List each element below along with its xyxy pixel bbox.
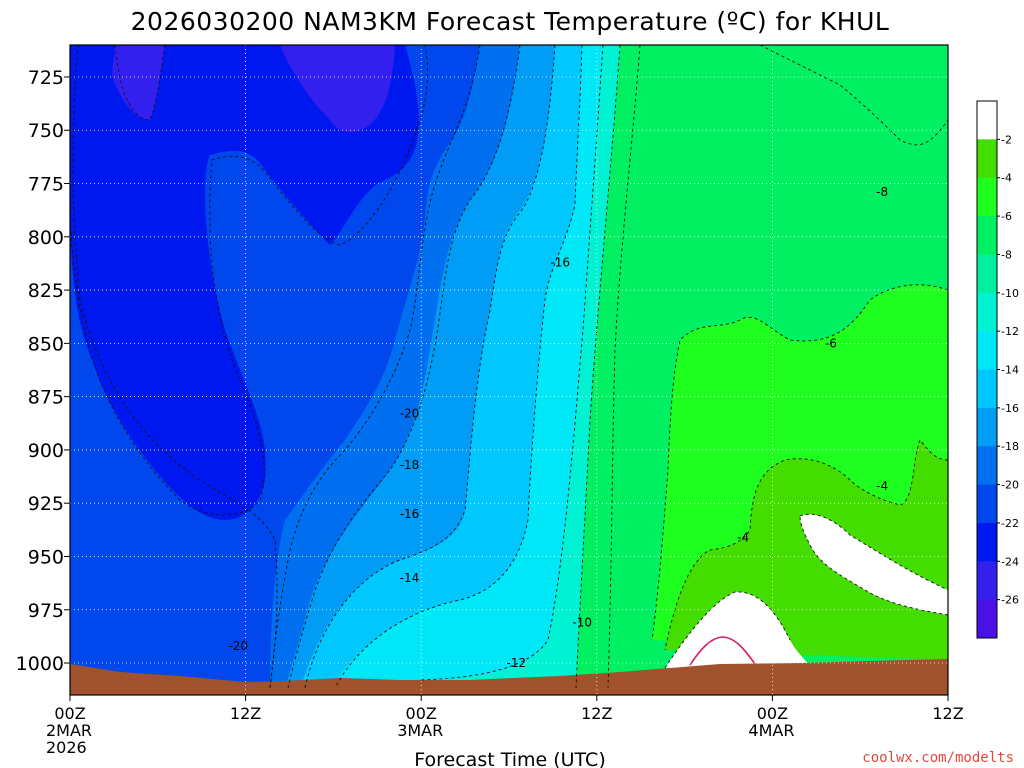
contour-minus-2 <box>664 513 948 669</box>
band-below-minus-26-top <box>280 45 395 132</box>
colorbar-label: -2 <box>1001 133 1012 146</box>
colorbar-swatch <box>977 216 997 255</box>
contour-label: -12 <box>507 656 527 670</box>
contour-minus-26 <box>114 45 166 121</box>
contour-labels: -20 -20 -18 -16 -14 -12 -10 -16 -8 -6 -4 -4 <box>228 185 888 670</box>
x-tick-label: 00Z <box>757 704 788 723</box>
colorbar-label: -12 <box>1001 325 1019 338</box>
x-tick-label: 00Z <box>54 704 85 723</box>
plot-area: -20 -20 -18 -16 -14 -12 -10 -16 -8 -6 -4 -4 <box>70 45 948 695</box>
y-tick-label: 775 <box>28 174 64 196</box>
contour-label: -6 <box>825 336 837 350</box>
temperature-bands <box>70 45 948 695</box>
contour-label: -18 <box>400 458 420 472</box>
colorbar-label: -20 <box>1001 479 1019 492</box>
contour-minus-24 <box>70 45 428 516</box>
warm-contour-above-zero <box>689 636 756 666</box>
x-tick-date: 4MAR <box>748 721 794 740</box>
x-tick-label: 00Z <box>406 704 437 723</box>
x-tick-date: 3MAR <box>397 721 443 740</box>
contour-label: -4 <box>876 479 888 493</box>
y-tick-label: 900 <box>28 440 64 462</box>
y-tick-label: 1000 <box>16 653 64 675</box>
contour-label: -16 <box>400 507 420 521</box>
contour-minus-4 <box>664 439 948 651</box>
colorbar-swatch <box>977 101 997 140</box>
y-tick-label: 725 <box>28 67 64 89</box>
y-tick-label: 950 <box>28 546 64 568</box>
colorbar-swatch <box>977 446 997 486</box>
colorbar-label: -8 <box>1001 248 1012 261</box>
y-tick-label: 875 <box>28 387 64 409</box>
y-tick-label: 800 <box>28 227 64 249</box>
x-tick-label: 12Z <box>230 704 261 723</box>
x-tick-year: 2026 <box>46 738 87 757</box>
grid-lines <box>70 45 948 695</box>
x-tick-date: 2MAR <box>46 721 92 740</box>
ground-terrain <box>70 659 948 695</box>
contour-minus-8 <box>759 45 948 146</box>
contour-minus-22 <box>72 45 278 689</box>
contour-minus-8-lower <box>607 45 641 689</box>
y-tick-label: 925 <box>28 493 64 515</box>
plot-frame <box>69 44 949 696</box>
y-tick-label: 975 <box>28 600 64 622</box>
colorbar-label: -22 <box>1001 517 1019 530</box>
x-tick-label: 12Z <box>581 704 612 723</box>
colorbar-swatch <box>977 561 997 601</box>
contour-label: -4 <box>737 530 749 544</box>
colorbar-label: -16 <box>1001 402 1019 415</box>
contour-label: -8 <box>876 185 888 199</box>
credit-text: coolwx.com/modelts <box>862 750 1014 766</box>
band-minus-24-to-minus-22 <box>70 45 419 520</box>
colorbar-swatch <box>977 522 997 562</box>
contour-label: -14 <box>400 571 420 585</box>
colorbar-swatch <box>977 177 997 217</box>
contour-minus-18 <box>287 45 521 689</box>
contour-minus-20 <box>269 45 481 689</box>
colorbar-label: -14 <box>1001 364 1019 377</box>
colorbar-swatch <box>977 292 997 332</box>
x-axis-title: Forecast Time (UTC) <box>414 749 605 768</box>
band-minus-8-to-minus-6 <box>760 45 948 145</box>
contour-minus-10 <box>575 45 621 689</box>
colorbar-swatch <box>977 407 997 447</box>
x-tick-label: 12Z <box>932 704 963 723</box>
y-tick-label: 750 <box>28 120 64 142</box>
band-above-minus-2-right <box>800 514 948 615</box>
contour-label: -20 <box>228 639 248 653</box>
colorbar-label: -18 <box>1001 440 1019 453</box>
colorbar-swatch <box>977 254 997 294</box>
band-below-minus-26 <box>112 45 165 120</box>
colorbar-label: -24 <box>1001 555 1019 568</box>
colorbar-swatch <box>977 331 997 370</box>
y-tick-label: 850 <box>28 333 64 355</box>
colorbar: -2 -4 -6 -8 -10 -12 -14 -16 -18 -20 -22 -24 -26 <box>976 100 1019 639</box>
contour-minus-14 <box>334 45 583 689</box>
colorbar-swatch <box>977 484 997 524</box>
contour-label: -20 <box>400 407 420 421</box>
colorbar-swatch <box>977 369 997 409</box>
colorbar-swatch <box>977 139 997 179</box>
y-tick-label: 825 <box>28 280 64 302</box>
colorbar-label: -10 <box>1001 287 1019 300</box>
contour-minus-16 <box>304 45 556 689</box>
contour-lines <box>70 45 948 689</box>
colorbar-swatch <box>977 599 997 639</box>
contour-label: -10 <box>572 616 592 630</box>
colorbar-label: -4 <box>1001 172 1012 185</box>
contour-label: -16 <box>550 255 570 269</box>
colorbar-label: -26 <box>1001 594 1019 607</box>
colorbar-label: -6 <box>1001 210 1012 223</box>
y-axis: 725 750 775 800 825 850 875 900 925 950 975 1000 <box>16 67 70 675</box>
chart-title: 2026030200 NAM3KM Forecast Temperature (… <box>131 7 890 36</box>
